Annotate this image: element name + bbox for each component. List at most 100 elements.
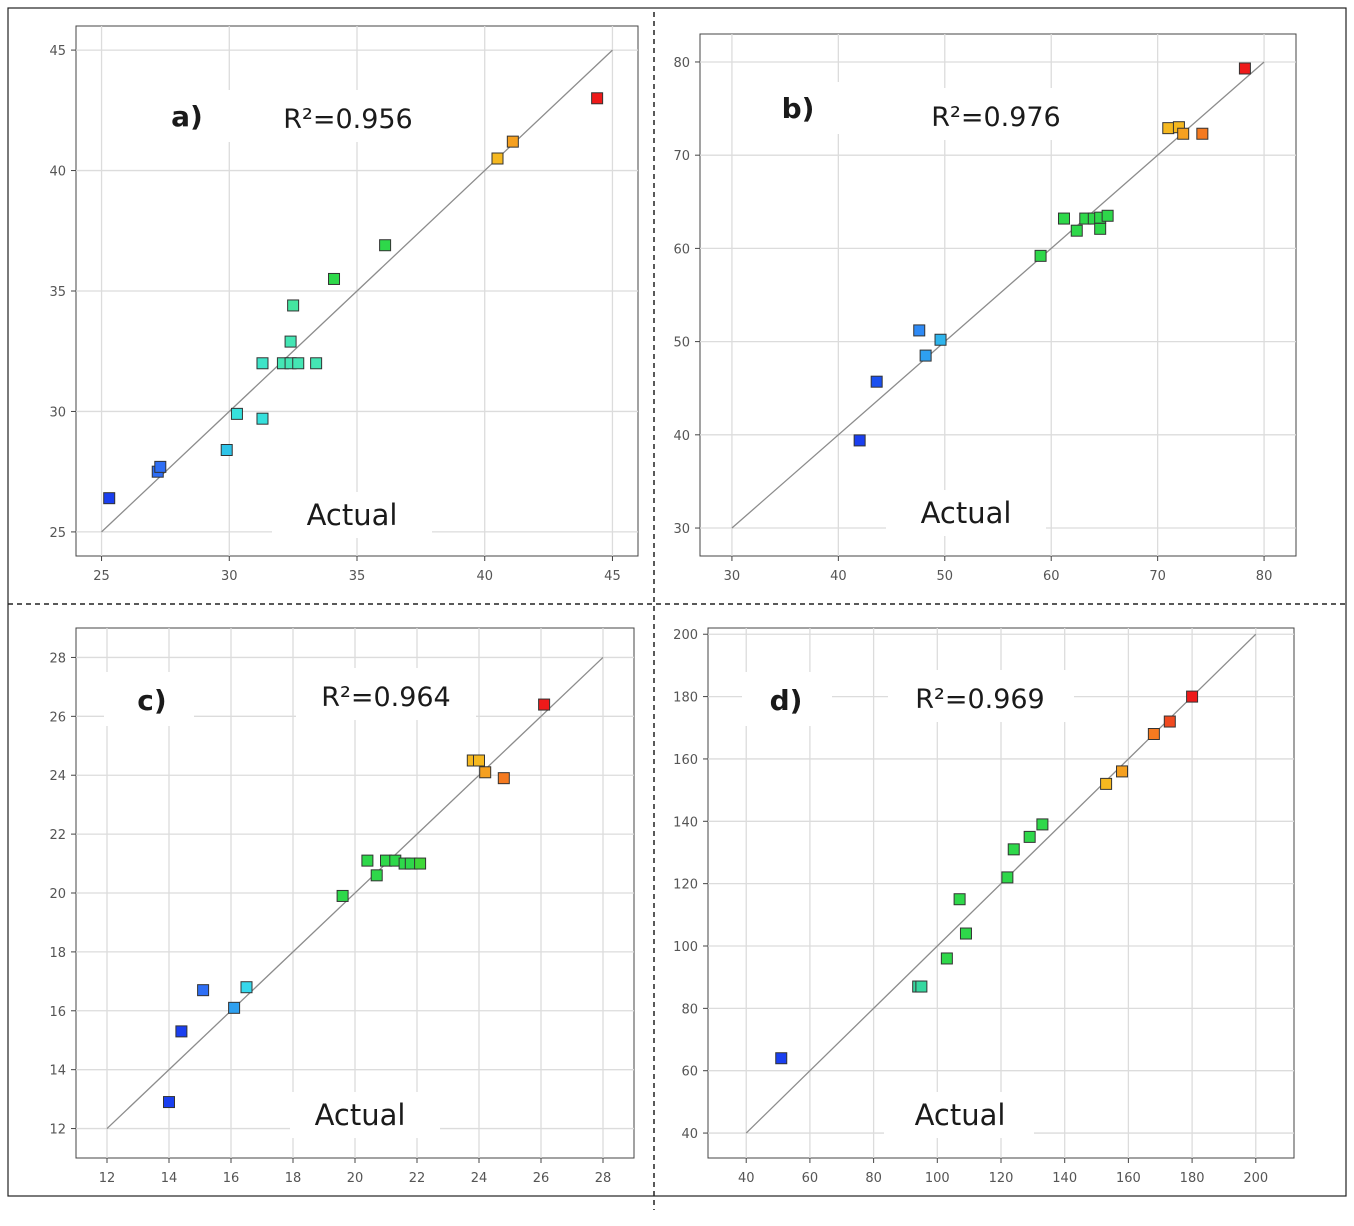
panel-a-point-0 — [103, 492, 116, 505]
panel-a-point-10 — [310, 357, 323, 370]
panel-b-xtick-label-5: 80 — [1256, 569, 1273, 584]
panel-d-point-0 — [775, 1052, 788, 1065]
panel-d-point-6 — [1001, 871, 1014, 884]
panel-d-point-12 — [1147, 728, 1160, 740]
panel-d-point-11 — [1116, 765, 1129, 778]
panel-a-point-4 — [230, 407, 243, 420]
panel-c-point-5 — [336, 889, 349, 902]
panel-a-xtick-label-3: 40 — [476, 569, 493, 584]
panel-c-point-6 — [361, 854, 374, 867]
panel-b-point-0 — [853, 434, 866, 447]
panel-c-xtick-label-4: 20 — [347, 1171, 364, 1186]
panel-b-caption-bg — [886, 490, 1046, 536]
panel-b-ytick-label-3: 60 — [673, 242, 690, 257]
panel-a-xtick-label-4: 45 — [604, 569, 621, 584]
panel-a-label-bg — [135, 90, 235, 142]
panel-a-fit-line — [101, 49, 613, 533]
panel-c-point-2 — [197, 984, 210, 997]
panel-a-point-17 — [591, 92, 604, 105]
panel-d-xtick-label-3: 100 — [925, 1171, 950, 1186]
panel-a-ytick-label-2: 35 — [49, 285, 66, 300]
panel-d-xtick-label-1: 60 — [802, 1171, 819, 1186]
panel-b-point-7 — [1070, 224, 1083, 237]
panel-a-point-9 — [292, 357, 305, 370]
panel-a-caption-bg — [272, 492, 432, 538]
panel-d-xtick-label-0: 40 — [738, 1171, 755, 1186]
panel-c-point-0 — [163, 1096, 175, 1109]
panel-a: 25 30 35 40 45 25 30 35 40 45 a) R²=0.956 Actual — [49, 25, 639, 584]
panel-a-ytick-label-4: 45 — [49, 44, 66, 59]
panel-d-ytick-label-6: 160 — [673, 753, 698, 768]
panel-d: 40 60 80 100 120 140 160 180 200 40 60 80 100 120 140 1… — [673, 627, 1295, 1186]
panel-c-caption-bg — [290, 1092, 440, 1138]
panel-d-ytick-label-8: 200 — [673, 628, 698, 643]
panel-b-label: b) — [782, 92, 815, 125]
panel-c-ytick-label-7: 26 — [49, 710, 66, 725]
panel-d-r2-label: R²=0.969 — [915, 684, 1045, 715]
panel-c-ytick-label-4: 20 — [49, 887, 66, 902]
panel-c-ytick-label-5: 22 — [49, 828, 66, 843]
panel-a-r2-label: R²=0.956 — [283, 104, 413, 135]
panel-d-points — [775, 690, 1199, 1065]
panel-d-label-bg — [742, 672, 832, 726]
panel-c-xtick-label-7: 26 — [533, 1171, 550, 1186]
panel-d-xtick-label-2: 80 — [865, 1171, 882, 1186]
panel-a-ytick-label-3: 40 — [49, 165, 66, 180]
panel-d-xtick-label-5: 140 — [1052, 1171, 1077, 1186]
panel-d-point-8 — [1023, 830, 1036, 843]
panel-b-point-6 — [1057, 212, 1070, 225]
panel-d-point-14 — [1186, 690, 1199, 703]
panel-b-point-16 — [1196, 127, 1209, 140]
panel-b: 30 40 50 60 70 80 30 40 50 60 70 80 b) R²=0.976 Act… — [673, 33, 1297, 584]
panel-c-xtick-label-1: 14 — [161, 1171, 178, 1186]
panel-d-point-4 — [953, 893, 966, 906]
panel-c-xtick-label-6: 24 — [471, 1171, 488, 1186]
panel-c-point-17 — [538, 698, 551, 711]
panel-d-ytick-label-7: 180 — [673, 691, 698, 706]
panel-c-xtick-label-5: 22 — [409, 1171, 426, 1186]
panel-a-ticks: 25 30 35 40 45 25 30 35 40 45 — [49, 44, 620, 584]
panel-a-point-15 — [491, 152, 504, 165]
panel-b-ytick-label-1: 40 — [673, 429, 690, 444]
panel-b-point-4 — [934, 333, 947, 346]
panel-a-xtick-label-1: 30 — [221, 569, 238, 584]
panel-a-point-12 — [287, 299, 300, 312]
panel-d-point-5 — [959, 927, 972, 940]
panel-d-point-2 — [915, 980, 928, 993]
panel-d-xtick-label-8: 200 — [1243, 1171, 1268, 1186]
panel-c-ytick-label-1: 14 — [49, 1064, 66, 1079]
panel-a-xtick-label-0: 25 — [93, 569, 110, 584]
panel-d-xtick-label-4: 120 — [989, 1171, 1014, 1186]
panel-b-axis-caption: Actual — [921, 496, 1012, 530]
panel-c-xtick-label-0: 12 — [99, 1171, 116, 1186]
panel-b-point-1 — [870, 375, 883, 388]
panel-c-point-14 — [473, 754, 485, 767]
panel-b-point-12 — [1101, 209, 1114, 222]
panel-c-ytick-label-6: 24 — [49, 769, 66, 784]
panel-c-point-1 — [175, 1025, 188, 1038]
panel-c-fit-line — [106, 656, 604, 1130]
panel-c-axis-caption: Actual — [315, 1098, 406, 1132]
panel-c-ytick-label-8: 28 — [49, 651, 66, 666]
panel-a-point-6 — [256, 357, 269, 370]
panel-a-point-2 — [154, 460, 167, 473]
panel-a-point-14 — [379, 239, 392, 252]
panel-d-point-10 — [1100, 777, 1113, 790]
panel-b-point-17 — [1238, 62, 1251, 75]
panel-b-xtick-label-1: 40 — [830, 569, 847, 584]
panel-b-point-3 — [919, 349, 932, 362]
panel-c-ytick-label-3: 18 — [49, 946, 66, 961]
panel-d-label: d) — [770, 684, 803, 717]
panel-c-label: c) — [137, 684, 166, 717]
panel-a-point-16 — [506, 135, 519, 148]
panel-d-point-9 — [1036, 818, 1049, 831]
panel-b-point-15 — [1177, 127, 1190, 140]
panel-b-xtick-label-4: 70 — [1149, 569, 1166, 584]
panel-b-xtick-label-0: 30 — [724, 569, 741, 584]
panel-b-xtick-label-2: 50 — [937, 569, 954, 584]
panel-b-xtick-label-3: 60 — [1043, 569, 1060, 584]
panel-c-points — [163, 698, 551, 1109]
panel-c-point-16 — [497, 772, 510, 785]
panel-b-point-13 — [1162, 122, 1175, 135]
panel-d-ytick-label-0: 40 — [681, 1127, 698, 1142]
